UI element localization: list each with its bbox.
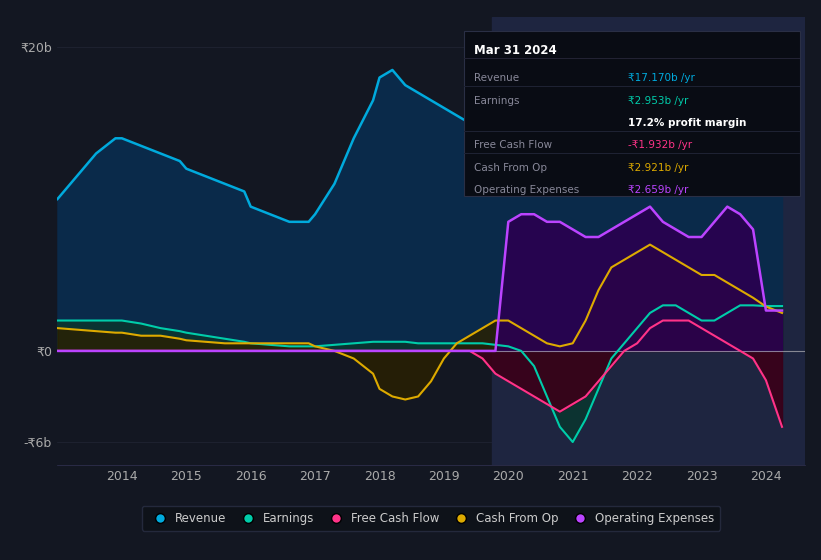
Text: Cash From Op: Cash From Op bbox=[474, 163, 547, 173]
Text: 17.2% profit margin: 17.2% profit margin bbox=[628, 118, 746, 128]
Bar bbox=[493, 17, 805, 465]
Text: Mar 31 2024: Mar 31 2024 bbox=[474, 44, 557, 57]
Text: ₹2.659b /yr: ₹2.659b /yr bbox=[628, 185, 689, 195]
Text: ₹2.953b /yr: ₹2.953b /yr bbox=[628, 96, 689, 106]
Text: Operating Expenses: Operating Expenses bbox=[474, 185, 579, 195]
Text: ₹2.921b /yr: ₹2.921b /yr bbox=[628, 163, 689, 173]
Text: Revenue: Revenue bbox=[474, 73, 519, 83]
Text: Earnings: Earnings bbox=[474, 96, 519, 106]
Text: -₹1.932b /yr: -₹1.932b /yr bbox=[628, 141, 692, 151]
Text: Free Cash Flow: Free Cash Flow bbox=[474, 141, 552, 151]
Legend: Revenue, Earnings, Free Cash Flow, Cash From Op, Operating Expenses: Revenue, Earnings, Free Cash Flow, Cash … bbox=[142, 506, 720, 530]
Text: ₹17.170b /yr: ₹17.170b /yr bbox=[628, 73, 695, 83]
